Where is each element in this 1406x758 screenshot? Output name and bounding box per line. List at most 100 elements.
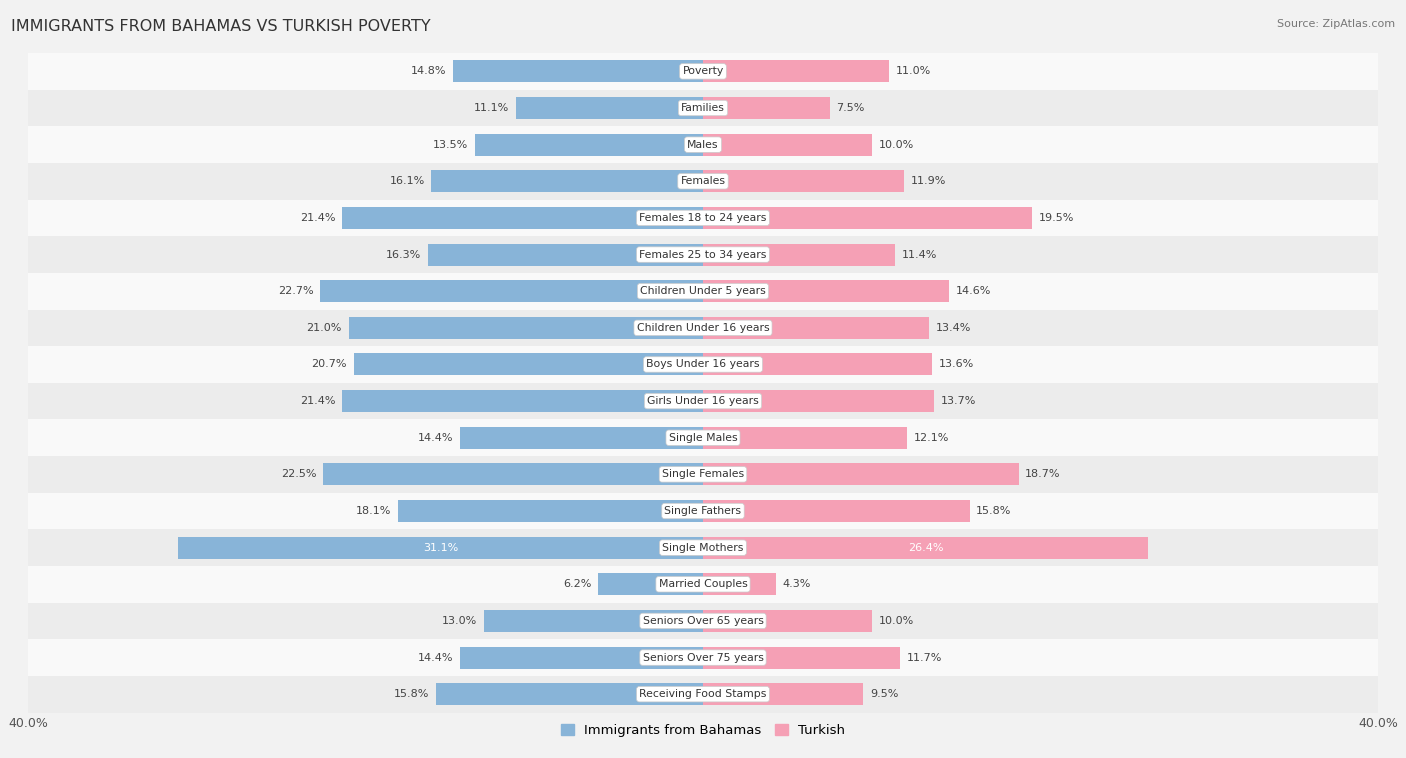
Text: 15.8%: 15.8% bbox=[976, 506, 1012, 516]
Bar bbox=[28, 383, 1378, 419]
Text: Males: Males bbox=[688, 139, 718, 149]
Text: Single Mothers: Single Mothers bbox=[662, 543, 744, 553]
Bar bbox=[703, 97, 830, 119]
Bar bbox=[703, 427, 907, 449]
Bar bbox=[703, 171, 904, 193]
Text: 18.7%: 18.7% bbox=[1025, 469, 1060, 479]
Bar bbox=[599, 573, 703, 595]
Text: Females 18 to 24 years: Females 18 to 24 years bbox=[640, 213, 766, 223]
Bar bbox=[703, 500, 970, 522]
Bar bbox=[703, 610, 872, 632]
Text: Children Under 16 years: Children Under 16 years bbox=[637, 323, 769, 333]
Bar bbox=[28, 89, 1378, 127]
Bar bbox=[28, 566, 1378, 603]
Text: 16.1%: 16.1% bbox=[389, 177, 425, 186]
Text: 13.4%: 13.4% bbox=[936, 323, 972, 333]
Text: 21.4%: 21.4% bbox=[299, 396, 335, 406]
Text: 14.4%: 14.4% bbox=[418, 433, 453, 443]
Bar bbox=[703, 390, 934, 412]
Bar bbox=[475, 133, 703, 155]
Bar bbox=[460, 647, 703, 669]
Bar bbox=[703, 573, 776, 595]
Text: 22.7%: 22.7% bbox=[277, 287, 314, 296]
Text: Boys Under 16 years: Boys Under 16 years bbox=[647, 359, 759, 369]
Bar bbox=[28, 309, 1378, 346]
Bar bbox=[703, 683, 863, 705]
Text: 18.1%: 18.1% bbox=[356, 506, 391, 516]
Bar bbox=[427, 243, 703, 265]
Bar bbox=[28, 676, 1378, 713]
Text: 14.4%: 14.4% bbox=[418, 653, 453, 662]
Text: Single Males: Single Males bbox=[669, 433, 737, 443]
Bar bbox=[432, 171, 703, 193]
Bar bbox=[342, 207, 703, 229]
Text: Children Under 5 years: Children Under 5 years bbox=[640, 287, 766, 296]
Text: Females: Females bbox=[681, 177, 725, 186]
Bar bbox=[516, 97, 703, 119]
Bar bbox=[349, 317, 703, 339]
Bar bbox=[703, 353, 932, 375]
Text: 13.7%: 13.7% bbox=[941, 396, 976, 406]
Text: 11.4%: 11.4% bbox=[903, 249, 938, 259]
Text: Single Fathers: Single Fathers bbox=[665, 506, 741, 516]
Text: 14.6%: 14.6% bbox=[956, 287, 991, 296]
Text: 10.0%: 10.0% bbox=[879, 139, 914, 149]
Text: 10.0%: 10.0% bbox=[879, 616, 914, 626]
Text: Families: Families bbox=[681, 103, 725, 113]
Bar bbox=[703, 207, 1032, 229]
Bar bbox=[460, 427, 703, 449]
Text: 21.0%: 21.0% bbox=[307, 323, 342, 333]
Text: Single Females: Single Females bbox=[662, 469, 744, 479]
Text: 13.6%: 13.6% bbox=[939, 359, 974, 369]
Bar bbox=[28, 127, 1378, 163]
Bar bbox=[28, 639, 1378, 676]
Bar bbox=[28, 273, 1378, 309]
Text: 4.3%: 4.3% bbox=[782, 579, 811, 589]
Bar bbox=[28, 236, 1378, 273]
Text: 11.7%: 11.7% bbox=[907, 653, 942, 662]
Text: Seniors Over 65 years: Seniors Over 65 years bbox=[643, 616, 763, 626]
Bar bbox=[703, 647, 900, 669]
Text: Receiving Food Stamps: Receiving Food Stamps bbox=[640, 689, 766, 699]
Text: IMMIGRANTS FROM BAHAMAS VS TURKISH POVERTY: IMMIGRANTS FROM BAHAMAS VS TURKISH POVER… bbox=[11, 19, 430, 34]
Text: Married Couples: Married Couples bbox=[658, 579, 748, 589]
Bar bbox=[453, 61, 703, 83]
Bar bbox=[28, 493, 1378, 529]
Text: Poverty: Poverty bbox=[682, 67, 724, 77]
Bar bbox=[28, 419, 1378, 456]
Bar bbox=[321, 280, 703, 302]
Bar bbox=[703, 317, 929, 339]
Text: 6.2%: 6.2% bbox=[564, 579, 592, 589]
Text: 14.8%: 14.8% bbox=[411, 67, 447, 77]
Text: 11.9%: 11.9% bbox=[911, 177, 946, 186]
Text: 12.1%: 12.1% bbox=[914, 433, 949, 443]
Text: 21.4%: 21.4% bbox=[299, 213, 335, 223]
Text: 13.0%: 13.0% bbox=[441, 616, 477, 626]
Text: 11.0%: 11.0% bbox=[896, 67, 931, 77]
Bar bbox=[703, 537, 1149, 559]
Legend: Immigrants from Bahamas, Turkish: Immigrants from Bahamas, Turkish bbox=[555, 719, 851, 742]
Bar bbox=[28, 603, 1378, 639]
Text: 9.5%: 9.5% bbox=[870, 689, 898, 699]
Bar bbox=[28, 199, 1378, 236]
Text: 22.5%: 22.5% bbox=[281, 469, 316, 479]
Bar bbox=[323, 463, 703, 485]
Bar bbox=[436, 683, 703, 705]
Text: 19.5%: 19.5% bbox=[1039, 213, 1074, 223]
Bar bbox=[484, 610, 703, 632]
Bar bbox=[703, 61, 889, 83]
Bar bbox=[28, 529, 1378, 566]
Text: Females 25 to 34 years: Females 25 to 34 years bbox=[640, 249, 766, 259]
Bar bbox=[703, 243, 896, 265]
Bar bbox=[398, 500, 703, 522]
Bar bbox=[28, 346, 1378, 383]
Text: 11.1%: 11.1% bbox=[474, 103, 509, 113]
Text: Girls Under 16 years: Girls Under 16 years bbox=[647, 396, 759, 406]
Bar bbox=[703, 280, 949, 302]
Bar bbox=[703, 463, 1018, 485]
Bar bbox=[28, 456, 1378, 493]
Text: Seniors Over 75 years: Seniors Over 75 years bbox=[643, 653, 763, 662]
Bar bbox=[28, 163, 1378, 199]
Text: 16.3%: 16.3% bbox=[387, 249, 422, 259]
Text: 15.8%: 15.8% bbox=[394, 689, 430, 699]
